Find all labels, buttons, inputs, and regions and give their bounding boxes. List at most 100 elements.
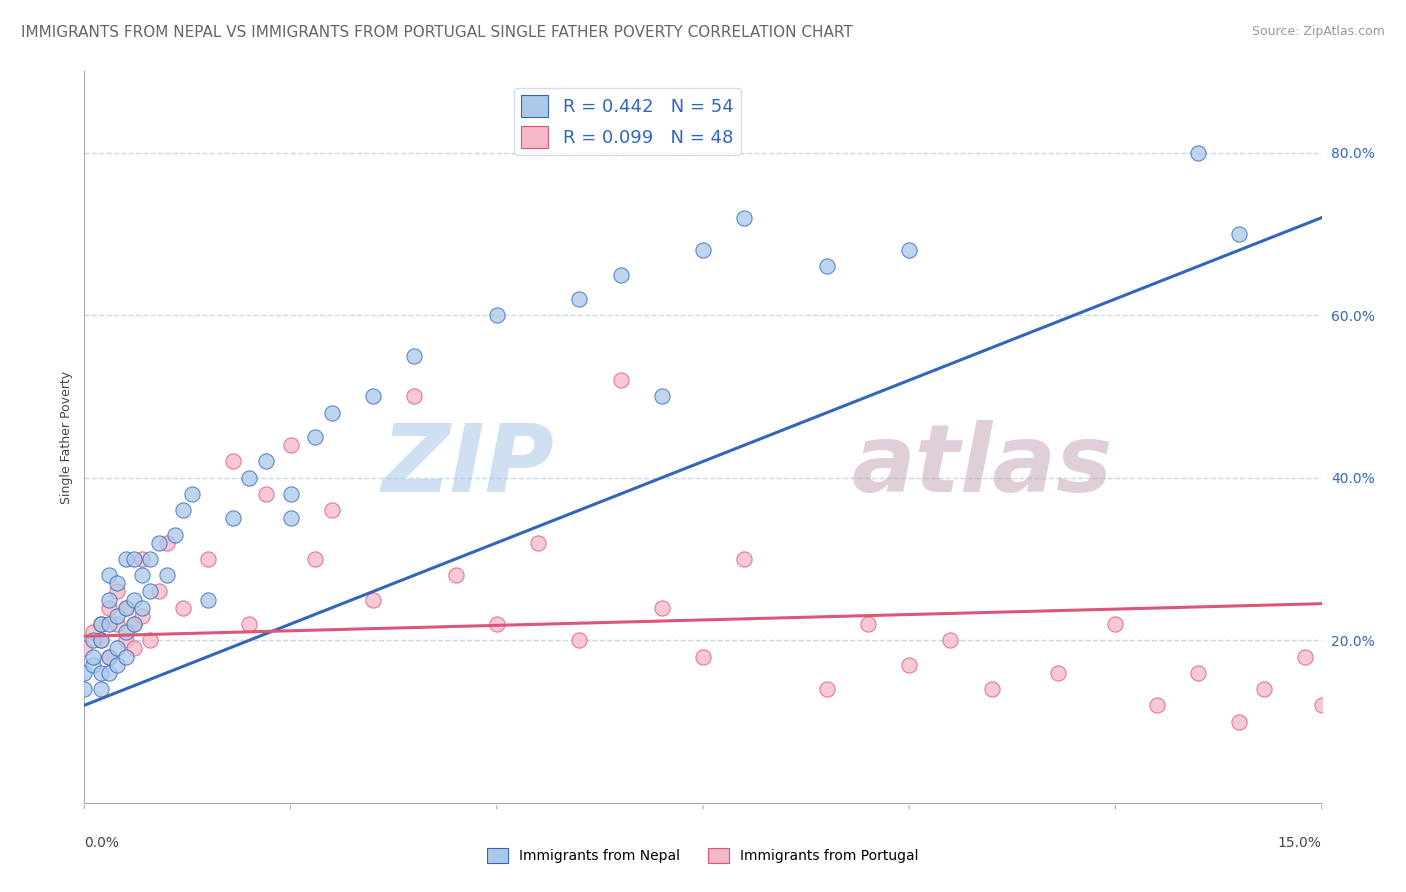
- Point: [1187, 145, 1209, 160]
- Point: [485, 308, 508, 322]
- Point: [733, 552, 755, 566]
- Text: atlas: atlas: [852, 420, 1112, 512]
- Point: [105, 576, 128, 591]
- Point: [122, 617, 145, 632]
- Point: [856, 617, 879, 632]
- Point: [131, 608, 153, 623]
- Point: [122, 641, 145, 656]
- Point: [180, 487, 202, 501]
- Point: [82, 649, 104, 664]
- Point: [165, 527, 187, 541]
- Point: [114, 552, 136, 566]
- Point: [1310, 698, 1333, 713]
- Point: [321, 406, 343, 420]
- Point: [73, 665, 96, 680]
- Point: [148, 584, 170, 599]
- Point: [172, 503, 194, 517]
- Point: [280, 511, 302, 525]
- Point: [609, 373, 631, 387]
- Point: [156, 568, 179, 582]
- Point: [238, 617, 260, 632]
- Point: [527, 535, 550, 549]
- Point: [98, 649, 121, 664]
- Point: [898, 657, 921, 672]
- Point: [815, 260, 838, 274]
- Point: [73, 641, 96, 656]
- Point: [568, 633, 591, 648]
- Point: [105, 617, 128, 632]
- Point: [304, 430, 326, 444]
- Point: [692, 649, 714, 664]
- Point: [304, 552, 326, 566]
- Point: [1187, 665, 1209, 680]
- Point: [148, 535, 170, 549]
- Text: 15.0%: 15.0%: [1278, 836, 1322, 850]
- Point: [1146, 698, 1168, 713]
- Text: ZIP: ZIP: [381, 420, 554, 512]
- Point: [98, 568, 121, 582]
- Point: [98, 592, 121, 607]
- Point: [122, 617, 145, 632]
- Point: [114, 625, 136, 640]
- Point: [139, 584, 162, 599]
- Point: [980, 681, 1002, 696]
- Point: [105, 608, 128, 623]
- Point: [197, 552, 219, 566]
- Y-axis label: Single Father Poverty: Single Father Poverty: [60, 370, 73, 504]
- Point: [815, 681, 838, 696]
- Legend: R = 0.442   N = 54, R = 0.099   N = 48: R = 0.442 N = 54, R = 0.099 N = 48: [515, 87, 741, 155]
- Point: [404, 389, 426, 403]
- Point: [114, 600, 136, 615]
- Point: [90, 665, 112, 680]
- Point: [122, 592, 145, 607]
- Point: [280, 487, 302, 501]
- Point: [90, 681, 112, 696]
- Point: [361, 389, 384, 403]
- Point: [122, 552, 145, 566]
- Point: [222, 454, 245, 468]
- Point: [114, 649, 136, 664]
- Point: [131, 552, 153, 566]
- Text: Source: ZipAtlas.com: Source: ZipAtlas.com: [1251, 25, 1385, 38]
- Point: [90, 617, 112, 632]
- Point: [90, 633, 112, 648]
- Point: [156, 535, 179, 549]
- Point: [82, 657, 104, 672]
- Point: [651, 389, 673, 403]
- Point: [238, 471, 260, 485]
- Point: [1104, 617, 1126, 632]
- Point: [197, 592, 219, 607]
- Point: [73, 681, 96, 696]
- Text: 0.0%: 0.0%: [84, 836, 120, 850]
- Point: [1227, 227, 1250, 241]
- Point: [139, 552, 162, 566]
- Point: [485, 617, 508, 632]
- Point: [898, 243, 921, 257]
- Point: [105, 584, 128, 599]
- Point: [1253, 681, 1275, 696]
- Point: [114, 600, 136, 615]
- Point: [568, 292, 591, 306]
- Point: [651, 600, 673, 615]
- Point: [1227, 714, 1250, 729]
- Point: [1046, 665, 1069, 680]
- Point: [82, 633, 104, 648]
- Point: [1294, 649, 1316, 664]
- Point: [609, 268, 631, 282]
- Point: [105, 657, 128, 672]
- Point: [939, 633, 962, 648]
- Point: [254, 454, 277, 468]
- Point: [404, 349, 426, 363]
- Point: [98, 617, 121, 632]
- Point: [114, 633, 136, 648]
- Point: [98, 665, 121, 680]
- Point: [139, 633, 162, 648]
- Point: [172, 600, 194, 615]
- Point: [444, 568, 467, 582]
- Text: IMMIGRANTS FROM NEPAL VS IMMIGRANTS FROM PORTUGAL SINGLE FATHER POVERTY CORRELAT: IMMIGRANTS FROM NEPAL VS IMMIGRANTS FROM…: [21, 25, 853, 40]
- Point: [222, 511, 245, 525]
- Point: [361, 592, 384, 607]
- Point: [692, 243, 714, 257]
- Point: [280, 438, 302, 452]
- Point: [131, 600, 153, 615]
